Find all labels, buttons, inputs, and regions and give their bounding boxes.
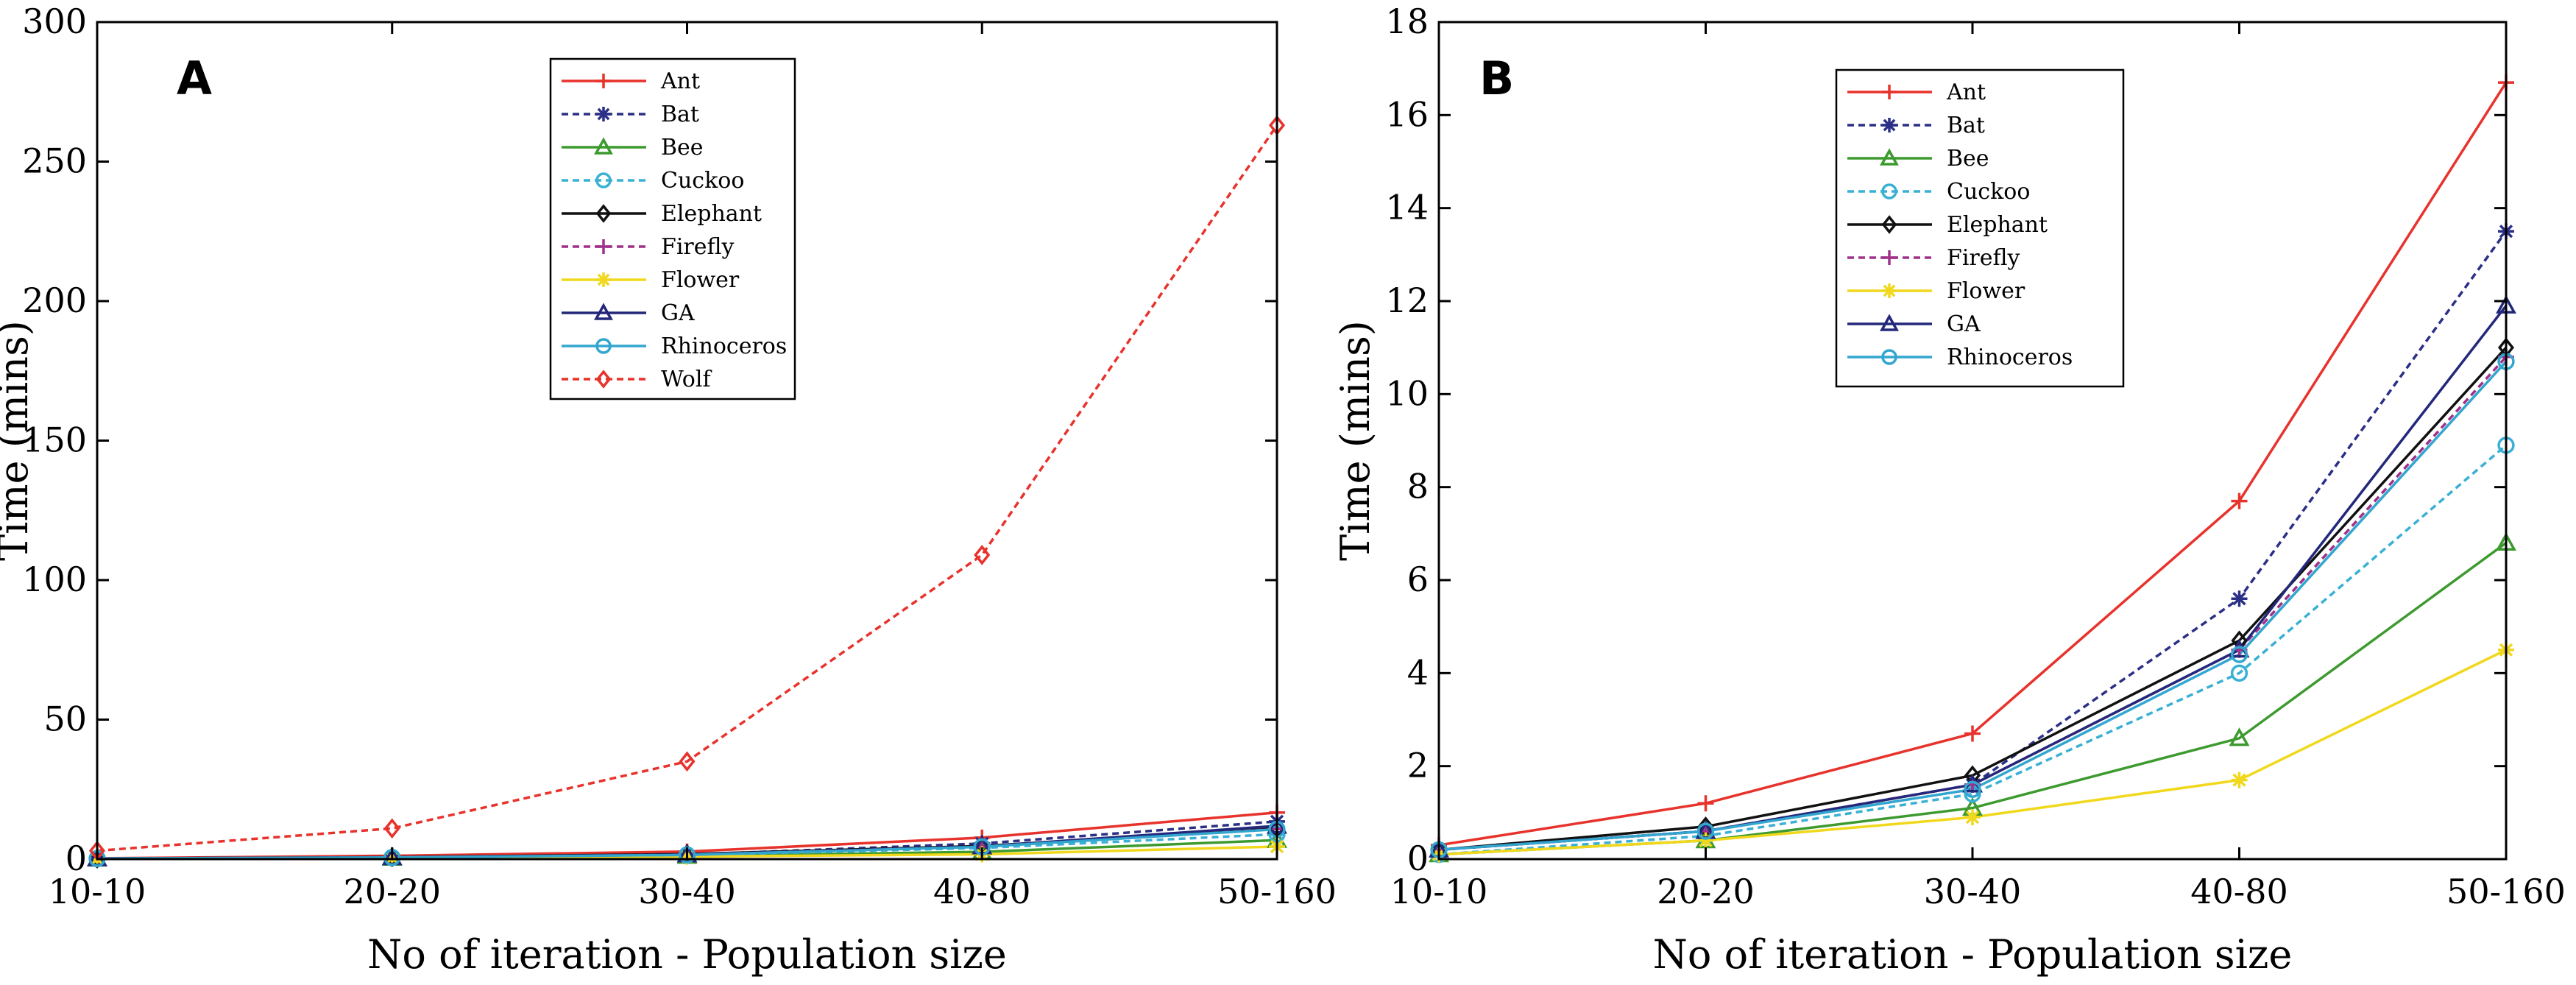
y-tick-label: 6 — [1407, 559, 1429, 599]
x-axis-label: No of iteration - Population size — [1653, 931, 2293, 978]
legend-label-flower: Flower — [1947, 278, 2025, 304]
legend-marker-elephant — [1881, 215, 1897, 234]
y-tick-label: 12 — [1385, 280, 1429, 320]
data-point-cuckoo-3 — [2230, 664, 2248, 682]
x-tick-label: 30-40 — [1924, 872, 2022, 911]
legend-label-cuckoo: Cuckoo — [1947, 179, 2030, 205]
legend-label-firefly: Firefly — [661, 234, 735, 260]
data-point-ant-1 — [1697, 795, 1714, 812]
data-point-flower-1 — [1697, 832, 1714, 849]
y-tick-label: 250 — [22, 141, 87, 181]
legend-label-cuckoo: Cuckoo — [661, 168, 744, 194]
x-tick-label: 50-160 — [2446, 872, 2566, 911]
y-tick-label: 2 — [1407, 746, 1429, 785]
legend-label-rhinoceros: Rhinoceros — [1947, 345, 2073, 370]
legend-marker-ga — [1880, 314, 1899, 331]
series-line-wolf — [97, 124, 1277, 852]
data-point-rhinoceros-3 — [2230, 646, 2248, 663]
data-point-wolf-1 — [383, 818, 400, 839]
y-tick-label: 50 — [43, 699, 87, 739]
legend: Ant Bat Bee Cuckoo Elephant Firefly Flower GA Rh… — [1835, 68, 2125, 388]
legend-label-ant: Ant — [660, 68, 700, 94]
series-line-bee — [1439, 542, 2506, 856]
legend-box — [549, 57, 796, 400]
data-point-bee-3 — [2229, 727, 2250, 746]
legend-marker-bat — [1882, 118, 1897, 133]
legend-box — [1835, 68, 2125, 388]
data-point-rhinoceros-1 — [1696, 822, 1715, 840]
y-tick-label: 10 — [1385, 373, 1429, 413]
data-point-ant-2 — [1964, 725, 1981, 742]
x-axis-label: No of iteration - Population size — [367, 931, 1007, 978]
legend-label-flower: Flower — [661, 267, 740, 293]
legend-marker-bat — [596, 107, 611, 121]
legend: Ant Bat Bee Cuckoo Elephant Firefly Flower GA Rh… — [549, 57, 796, 400]
data-point-flower-3 — [2231, 772, 2248, 788]
y-tick-label: 200 — [22, 280, 87, 320]
data-point-rhinoceros-2 — [1964, 780, 1981, 798]
legend-label-ga: GA — [661, 300, 695, 326]
y-tick-label: 0 — [66, 839, 87, 878]
data-point-ant-3 — [2231, 493, 2248, 509]
x-tick-label: 50-160 — [1217, 872, 1337, 911]
legend-marker-rhinoceros — [595, 338, 612, 354]
legend-marker-elephant — [595, 204, 612, 223]
legend-marker-firefly — [1882, 250, 1897, 265]
legend-marker-firefly — [596, 239, 611, 254]
legend-label-rhinoceros: Rhinoceros — [661, 333, 787, 359]
x-tick-label: 40-80 — [2190, 872, 2288, 911]
legend-label-bee: Bee — [661, 135, 704, 160]
y-tick-label: 4 — [1407, 652, 1429, 692]
data-point-wolf-3 — [974, 545, 991, 565]
chart-panel-a: 0 50 100 150 200 250 300 10-10 20-20 30-40 40-80 50… — [0, 1, 1337, 978]
legend-label-bat: Bat — [661, 102, 699, 127]
y-axis-label: Time (mins) — [0, 320, 37, 561]
legend-marker-wolf — [595, 370, 612, 389]
legend-marker-ant — [596, 74, 611, 88]
y-tick-label: 150 — [22, 420, 87, 460]
x-tick-label: 10-10 — [49, 872, 146, 911]
x-tick-label: 20-20 — [1657, 872, 1755, 911]
y-axis-label: Time (mins) — [1332, 320, 1379, 561]
legend-marker-ant — [1882, 85, 1897, 99]
panel-letter: B — [1479, 52, 1514, 105]
legend-label-wolf: Wolf — [661, 367, 712, 392]
legend-marker-bee — [1880, 148, 1899, 166]
legend-label-firefly: Firefly — [1947, 245, 2020, 271]
y-tick-label: 8 — [1407, 467, 1429, 506]
legend-marker-cuckoo — [1881, 183, 1897, 200]
x-tick-label: 30-40 — [638, 872, 736, 911]
y-tick-label: 16 — [1385, 94, 1429, 134]
legend-marker-ga — [594, 303, 613, 320]
legend-marker-bee — [594, 137, 613, 155]
y-tick-label: 0 — [1407, 839, 1429, 878]
legend-label-bat: Bat — [1947, 113, 1985, 138]
x-tick-label: 40-80 — [933, 872, 1031, 911]
data-point-wolf-2 — [679, 751, 696, 772]
legend-marker-flower — [596, 272, 611, 287]
panel-letter: A — [177, 52, 212, 105]
data-point-flower-2 — [1964, 809, 1981, 826]
chart-panel-b: 0 2 4 6 8 10 12 14 16 18 10-10 20-20 30-40 40-80 50-16… — [1332, 1, 2566, 978]
y-tick-label: 18 — [1385, 1, 1429, 41]
legend-marker-cuckoo — [595, 172, 612, 188]
legend-label-ant: Ant — [1946, 80, 1986, 105]
legend-label-ga: GA — [1947, 311, 1981, 337]
x-tick-label: 20-20 — [343, 872, 441, 911]
x-tick-label: 10-10 — [1390, 872, 1488, 911]
legend-label-elephant: Elephant — [661, 201, 762, 227]
legend-marker-rhinoceros — [1881, 349, 1897, 365]
legend-label-bee: Bee — [1947, 146, 1989, 172]
data-point-bat-3 — [2231, 590, 2248, 607]
y-tick-label: 14 — [1385, 188, 1429, 227]
y-tick-label: 300 — [22, 1, 87, 41]
legend-label-elephant: Elephant — [1947, 212, 2048, 238]
series-line-cuckoo — [1439, 444, 2506, 856]
legend-marker-flower — [1882, 283, 1897, 298]
y-tick-label: 100 — [22, 559, 87, 599]
